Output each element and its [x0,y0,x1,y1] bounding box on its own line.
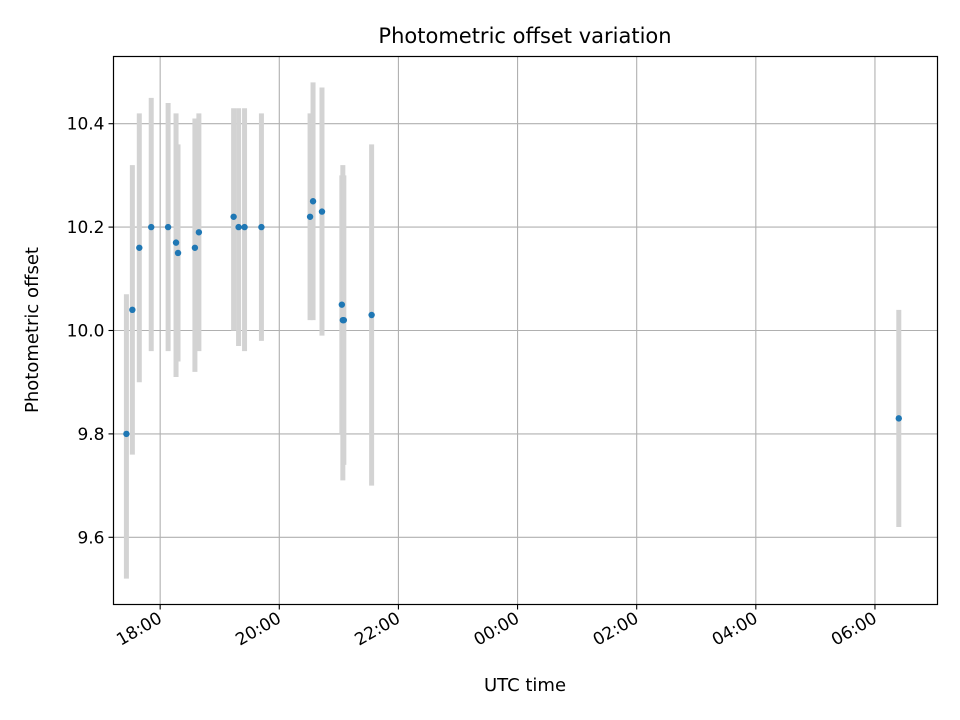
grid-layer [113,56,938,605]
data-point [195,229,203,236]
data-point [368,311,375,319]
data-point [235,223,242,231]
data-point [172,239,180,246]
data-point [148,223,155,231]
data-point [129,306,136,314]
data-point [174,249,182,257]
y-axis-ticks: 9.6 9.8 10.0 10.2 10.4 [67,115,114,548]
data-point [309,198,317,205]
data-point [340,316,348,324]
y-tick-label: 9.8 [77,425,104,445]
data-point [895,415,902,422]
chart-title: Photometric offset variation [378,24,671,48]
y-axis-label: Photometric offset [22,247,43,413]
data-point [123,430,130,438]
y-tick-label: 10.0 [67,322,105,342]
data-point [136,244,143,251]
data-point [230,213,237,220]
y-tick-label: 10.2 [67,218,105,238]
y-tick-label: 10.4 [67,115,105,135]
data-point [318,208,326,215]
data-point [306,213,314,220]
point-layer [123,198,902,438]
data-point [338,301,346,308]
data-point [241,223,248,231]
x-axis-label: UTC time [484,675,566,696]
y-tick-label: 9.6 [77,528,104,548]
data-point [164,223,172,231]
data-point [258,223,265,231]
data-point [191,244,199,251]
